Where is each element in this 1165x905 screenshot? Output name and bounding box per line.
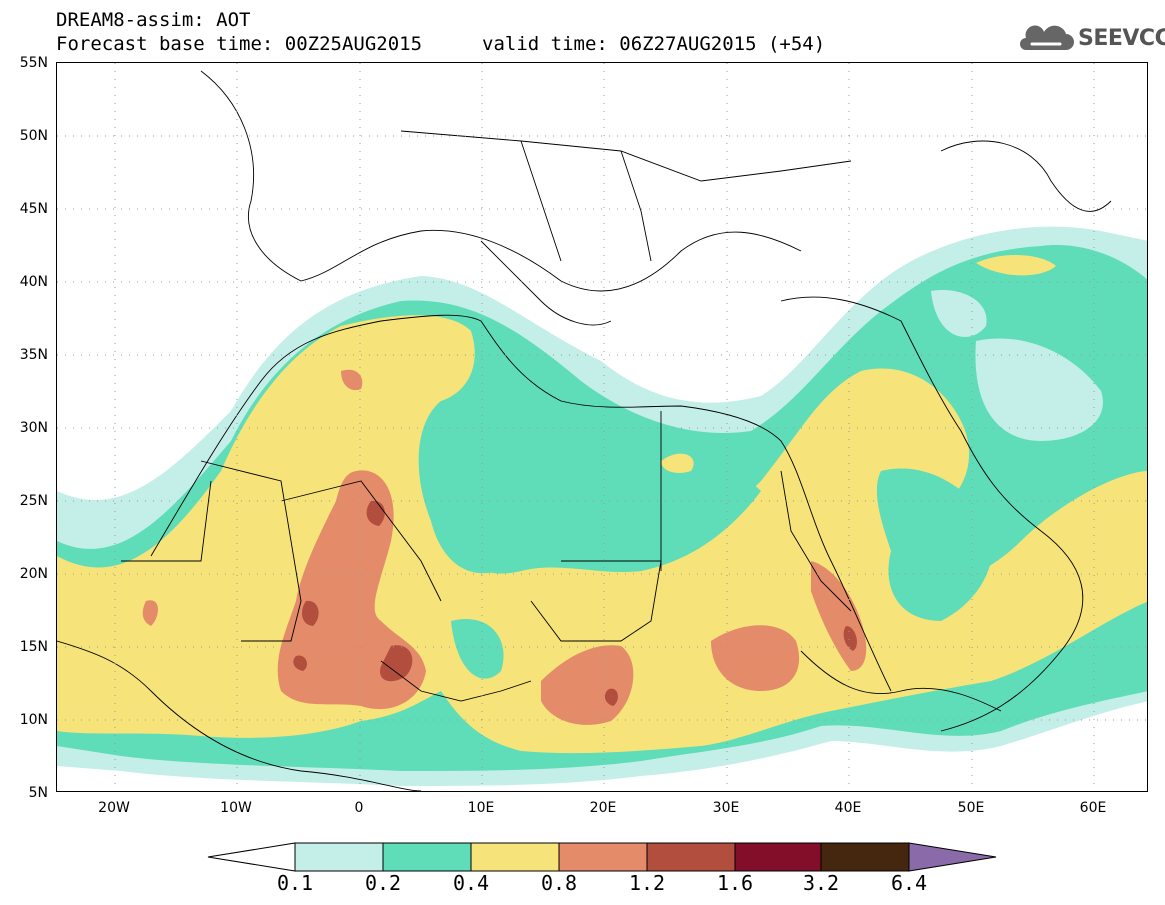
colorbar-label: 0.8 (540, 871, 578, 895)
lat-label: 50N (19, 128, 48, 144)
colorbar-label: 1.6 (716, 871, 754, 895)
colorbar-segment (646, 842, 736, 872)
lat-label: 10N (19, 712, 48, 728)
forecast-base-time: Forecast base time: 00Z25AUG2015 (56, 33, 423, 55)
lon-label: 60E (1079, 800, 1107, 816)
graticule (57, 63, 1147, 791)
colorbar-segment (382, 842, 472, 872)
aot-band-0.8 (277, 470, 426, 710)
lat-label: 55N (19, 55, 48, 71)
colorbar-segment (820, 842, 910, 872)
lat-label: 20N (19, 566, 48, 582)
colorbar-low-arrow (207, 842, 296, 872)
lat-label: 45N (19, 201, 48, 217)
aot-colorbar (207, 842, 997, 872)
lon-label: 40E (834, 800, 862, 816)
lon-label: 50E (957, 800, 985, 816)
colorbar-label: 0.4 (452, 871, 490, 895)
colorbar-high-arrow (908, 842, 997, 872)
seevccc-logo-text: SEEVCCC (1078, 26, 1165, 51)
colorbar-segment (470, 842, 560, 872)
lat-label: 35N (19, 347, 48, 363)
colorbar-label: 0.2 (364, 871, 402, 895)
colorbar-segment (558, 842, 648, 872)
lon-label: 30E (712, 800, 740, 816)
lon-label: 20W (98, 800, 130, 816)
colorbar-segment (734, 842, 822, 872)
lat-label: 40N (19, 274, 48, 290)
lat-label: 15N (19, 639, 48, 655)
lon-label: 20E (589, 800, 617, 816)
valid-time: valid time: 06Z27AUG2015 (+54) (482, 33, 826, 55)
coastlines (57, 70, 1112, 791)
colorbar-segment (294, 842, 384, 872)
colorbar-label: 1.2 (628, 871, 666, 895)
cloud-logo-icon (1020, 25, 1074, 50)
lat-label: 5N (28, 785, 48, 801)
aot-map-canvas (57, 63, 1147, 791)
lon-label: 0 (354, 800, 364, 816)
colorbar-label: 6.4 (890, 871, 928, 895)
lat-label: 25N (19, 493, 48, 509)
lat-label: 30N (19, 420, 48, 436)
lon-label: 10E (467, 800, 495, 816)
colorbar-label: 3.2 (802, 871, 840, 895)
lon-label: 10W (220, 800, 252, 816)
map-title: DREAM8-assim: AOT (56, 9, 251, 31)
aot-map (56, 62, 1148, 792)
colorbar-label: 0.1 (276, 871, 314, 895)
